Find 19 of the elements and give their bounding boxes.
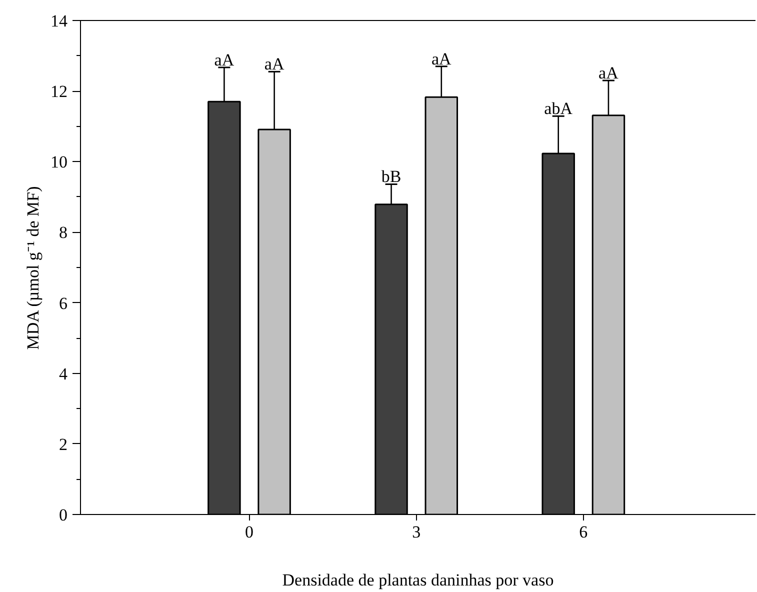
y-tick-label: 0 (59, 506, 68, 524)
y-tick-label: 8 (59, 223, 68, 242)
annotation: aA (264, 54, 285, 74)
y-tick-label: 10 (50, 152, 68, 172)
x-tick-label: 6 (579, 522, 588, 542)
x-tick-label: 0 (245, 522, 254, 542)
y-tick-label: 4 (59, 364, 68, 384)
y-tick-label: 12 (50, 82, 68, 102)
annotation: abA (544, 99, 574, 118)
annotation: aA (214, 50, 235, 70)
y-tick-label: 2 (59, 434, 68, 454)
x-axis-title: Densidade de plantas daninhas por vaso (282, 570, 554, 590)
y-tick-label: 14 (50, 12, 68, 30)
annotation: bB (381, 167, 402, 186)
y-axis-title: MDA (µmol g⁻¹ de MF) (24, 186, 42, 350)
y-tick-label: 6 (59, 294, 68, 313)
annotation: aA (598, 63, 620, 82)
x-tick-label: 3 (412, 522, 421, 542)
annotation: aA (431, 49, 452, 68)
